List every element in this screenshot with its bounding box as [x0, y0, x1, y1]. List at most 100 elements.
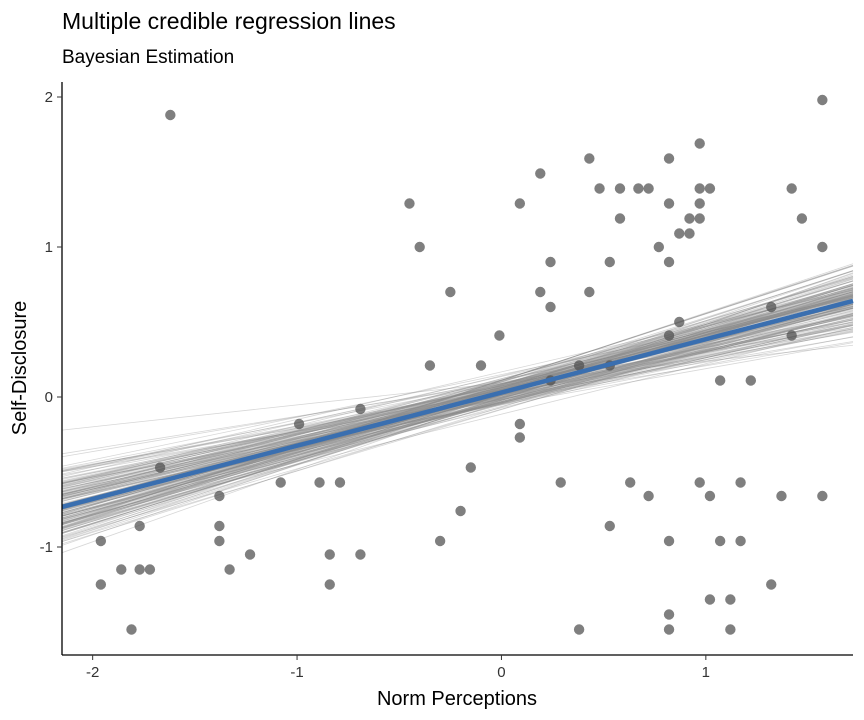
- credible-line: [61, 292, 854, 530]
- credible-line: [61, 315, 854, 510]
- credible-line: [61, 303, 854, 542]
- data-point: [134, 520, 145, 532]
- credible-line: [61, 292, 854, 524]
- credible-line: [61, 280, 854, 522]
- credible-line: [61, 287, 854, 493]
- data-point: [725, 624, 736, 635]
- data-point: [134, 564, 145, 575]
- data-point: [573, 624, 585, 635]
- credible-line: [61, 285, 854, 515]
- data-point: [535, 168, 546, 179]
- data-point: [786, 183, 797, 194]
- data-point: [514, 432, 526, 443]
- credible-line: [61, 300, 854, 524]
- credible-line: [61, 296, 854, 506]
- data-point: [786, 330, 797, 341]
- credible-line: [61, 291, 854, 533]
- credible-line: [61, 331, 854, 484]
- credible-line: [61, 265, 854, 524]
- data-point: [434, 535, 446, 547]
- credible-line: [61, 318, 854, 497]
- data-point: [604, 256, 615, 268]
- data-point: [735, 477, 746, 488]
- data-point: [643, 183, 654, 194]
- credible-line: [61, 290, 854, 534]
- credible-line: [61, 306, 854, 538]
- data-point: [355, 549, 366, 560]
- data-point: [633, 183, 644, 194]
- data-point: [694, 138, 705, 149]
- credible-line: [61, 310, 854, 480]
- credible-line: [61, 302, 854, 524]
- data-point: [154, 462, 166, 473]
- data-point: [745, 375, 757, 386]
- credible-line: [61, 286, 854, 532]
- credible-line: [61, 315, 854, 502]
- data-point: [725, 594, 736, 605]
- data-points: [95, 94, 828, 635]
- credible-line: [61, 294, 854, 498]
- credible-line: [61, 323, 854, 500]
- data-point: [555, 477, 566, 488]
- credible-line: [61, 287, 854, 528]
- data-point: [275, 477, 286, 488]
- data-point: [653, 241, 665, 253]
- data-point: [663, 624, 675, 635]
- credible-line: [61, 309, 854, 482]
- credible-line: [61, 289, 854, 484]
- credible-line: [61, 313, 854, 512]
- data-point: [766, 301, 777, 313]
- credible-line: [61, 317, 854, 510]
- x-tick-label: -2: [86, 664, 99, 681]
- data-point: [614, 213, 626, 224]
- data-point: [584, 286, 595, 298]
- y-axis-ticks: -1 0 1 2: [40, 89, 62, 556]
- data-point: [494, 330, 505, 341]
- data-point: [414, 241, 425, 253]
- credible-line: [61, 304, 854, 529]
- credible-line: [61, 310, 854, 517]
- credible-line: [61, 328, 854, 497]
- credible-line: [61, 315, 854, 469]
- credible-line: [61, 307, 854, 495]
- credible-line: [61, 297, 854, 501]
- credible-line: [61, 296, 854, 477]
- data-point: [514, 418, 526, 430]
- credible-line: [61, 344, 854, 431]
- credible-line: [61, 288, 854, 533]
- data-point: [704, 183, 716, 194]
- credible-line: [61, 284, 854, 534]
- credible-line: [61, 291, 854, 538]
- credible-line: [61, 323, 854, 495]
- y-tick-label: 2: [45, 89, 53, 106]
- x-tick-label: 0: [497, 664, 505, 681]
- credible-line: [61, 296, 854, 485]
- credible-line: [61, 306, 854, 510]
- credible-line: [61, 308, 854, 483]
- data-point: [144, 564, 156, 575]
- data-point: [165, 109, 176, 121]
- data-point: [625, 477, 636, 488]
- credible-line: [61, 283, 854, 515]
- data-point: [704, 490, 716, 502]
- data-point: [604, 520, 615, 532]
- credible-line: [61, 311, 854, 487]
- credible-line: [61, 312, 854, 516]
- credible-line: [61, 270, 854, 521]
- data-point: [663, 198, 675, 209]
- data-point: [573, 360, 585, 371]
- data-point: [445, 286, 456, 298]
- data-point: [663, 330, 675, 341]
- data-point: [817, 94, 828, 106]
- credible-line: [61, 313, 854, 520]
- data-point: [514, 198, 526, 209]
- credible-line: [61, 278, 854, 537]
- data-point: [334, 477, 346, 488]
- data-point: [545, 301, 556, 313]
- credible-line: [61, 283, 854, 531]
- x-tick-label: 1: [702, 664, 710, 681]
- data-point: [694, 198, 705, 209]
- credible-line: [61, 322, 854, 458]
- data-point: [776, 490, 787, 502]
